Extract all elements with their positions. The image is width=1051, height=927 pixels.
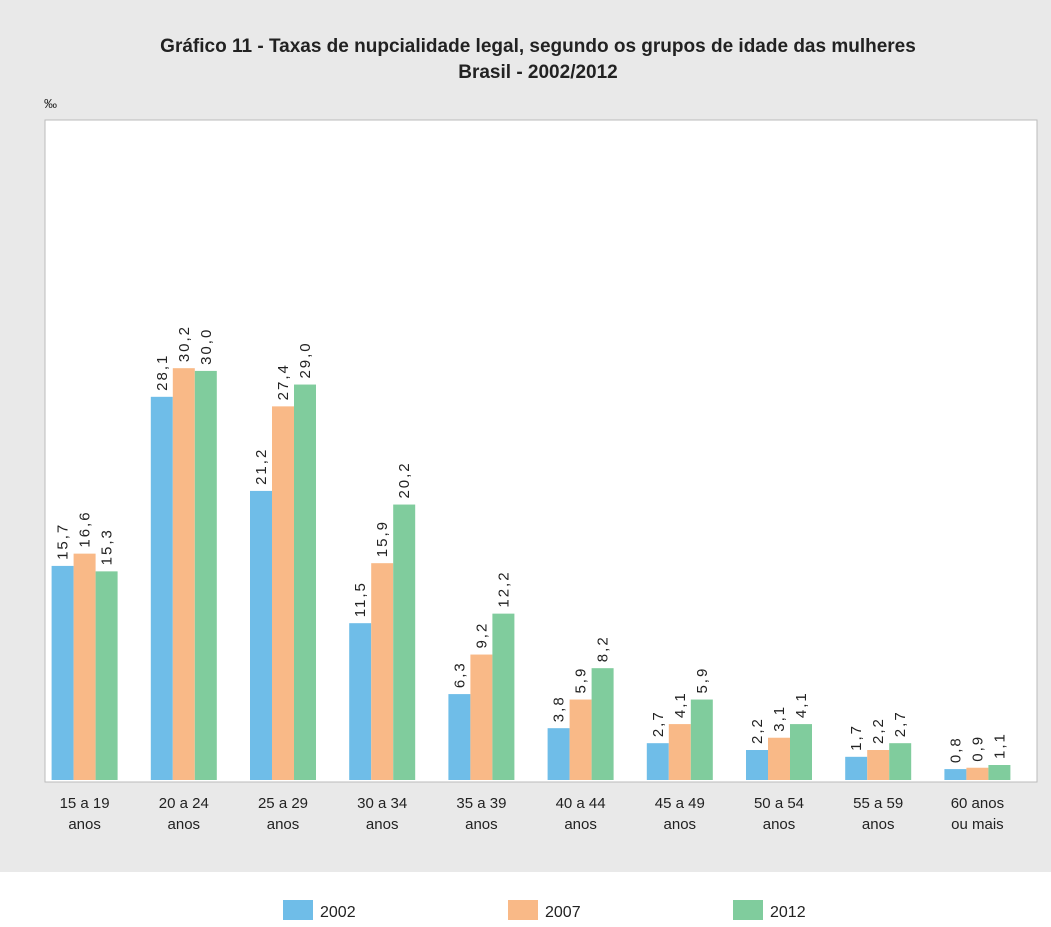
x-tick-label: ou mais — [951, 816, 1004, 833]
bar — [966, 767, 989, 780]
value-label: 5,9 — [694, 667, 711, 694]
bar — [746, 750, 768, 780]
x-tick-label: anos — [68, 816, 101, 833]
value-label: 8,2 — [595, 635, 612, 662]
value-label: 28,1 — [154, 354, 171, 391]
bar — [646, 743, 669, 780]
value-label: 21,2 — [253, 448, 270, 485]
value-label: 15,7 — [55, 523, 72, 560]
bar — [845, 756, 868, 780]
bar — [591, 668, 614, 780]
x-tick-label: anos — [168, 816, 201, 833]
legend-label: 2002 — [320, 904, 356, 921]
bar — [889, 743, 912, 780]
bar — [690, 699, 713, 780]
bar — [867, 750, 890, 780]
legend-label: 2007 — [545, 904, 581, 921]
value-label: 16,6 — [77, 510, 94, 547]
bar — [51, 565, 74, 780]
x-tick-label: 15 a 19 — [60, 795, 110, 812]
chart-title: Gráfico 11 - Taxas de nupcialidade legal… — [160, 36, 916, 57]
value-label: 5,9 — [573, 667, 590, 694]
value-label: 11,5 — [352, 581, 369, 617]
value-label: 30,2 — [176, 325, 193, 362]
value-label: 12,2 — [495, 570, 512, 607]
bar — [768, 737, 790, 780]
value-label: 30,0 — [198, 328, 215, 365]
x-tick-label: anos — [267, 816, 300, 833]
bar — [250, 490, 272, 780]
legend-swatch — [733, 900, 763, 920]
value-label: 3,8 — [551, 695, 568, 722]
bar — [272, 406, 294, 780]
bar — [393, 504, 416, 780]
x-tick-label: 20 a 24 — [159, 795, 209, 812]
bar — [349, 623, 372, 780]
bar — [194, 370, 217, 780]
bar — [944, 769, 967, 780]
value-label: 9,2 — [473, 622, 490, 649]
legend-label: 2012 — [770, 904, 806, 921]
value-label: 27,4 — [275, 363, 292, 400]
y-axis-label: ‰ — [44, 96, 57, 111]
bar — [73, 553, 96, 780]
value-label: 4,1 — [793, 691, 810, 718]
value-label: 1,7 — [848, 724, 865, 751]
value-label: 4,1 — [672, 691, 689, 718]
value-label: 20,2 — [396, 461, 413, 498]
value-label: 1,1 — [991, 732, 1008, 759]
x-tick-label: 25 a 29 — [258, 795, 308, 812]
value-label: 2,7 — [650, 710, 667, 737]
value-label: 0,9 — [969, 735, 986, 762]
bar — [569, 699, 592, 780]
bar — [492, 613, 515, 780]
value-label: 6,3 — [451, 661, 468, 688]
value-label: 0,8 — [947, 736, 964, 763]
x-tick-label: anos — [664, 816, 697, 833]
value-label: 15,9 — [374, 520, 391, 557]
x-tick-label: 40 a 44 — [556, 795, 606, 812]
value-label: 29,0 — [297, 341, 314, 378]
value-label: 15,3 — [99, 528, 116, 565]
x-tick-label: anos — [862, 816, 895, 833]
bar — [547, 728, 570, 780]
legend-swatch — [283, 900, 313, 920]
x-tick-label: 30 a 34 — [357, 795, 407, 812]
bar — [95, 571, 118, 780]
bar — [172, 368, 195, 780]
value-label: 3,1 — [771, 705, 788, 732]
x-tick-label: 45 a 49 — [655, 795, 705, 812]
x-tick-label: anos — [564, 816, 597, 833]
bar — [448, 694, 471, 780]
x-tick-label: anos — [465, 816, 498, 833]
bar — [470, 654, 493, 780]
value-label: 2,2 — [749, 717, 766, 744]
value-label: 2,2 — [870, 717, 887, 744]
x-tick-label: 50 a 54 — [754, 795, 804, 812]
bar — [294, 384, 316, 780]
x-tick-label: anos — [366, 816, 399, 833]
bar — [790, 724, 812, 780]
legend-swatch — [508, 900, 538, 920]
chart-subtitle: Brasil - 2002/2012 — [458, 62, 618, 83]
value-label: 2,7 — [892, 710, 909, 737]
x-tick-label: anos — [763, 816, 796, 833]
bar — [371, 563, 394, 780]
bar — [150, 396, 173, 780]
x-tick-label: 55 a 59 — [853, 795, 903, 812]
bar — [668, 724, 691, 780]
bar — [988, 765, 1011, 780]
x-tick-label: 35 a 39 — [456, 795, 506, 812]
x-tick-label: 60 anos — [951, 795, 1004, 812]
